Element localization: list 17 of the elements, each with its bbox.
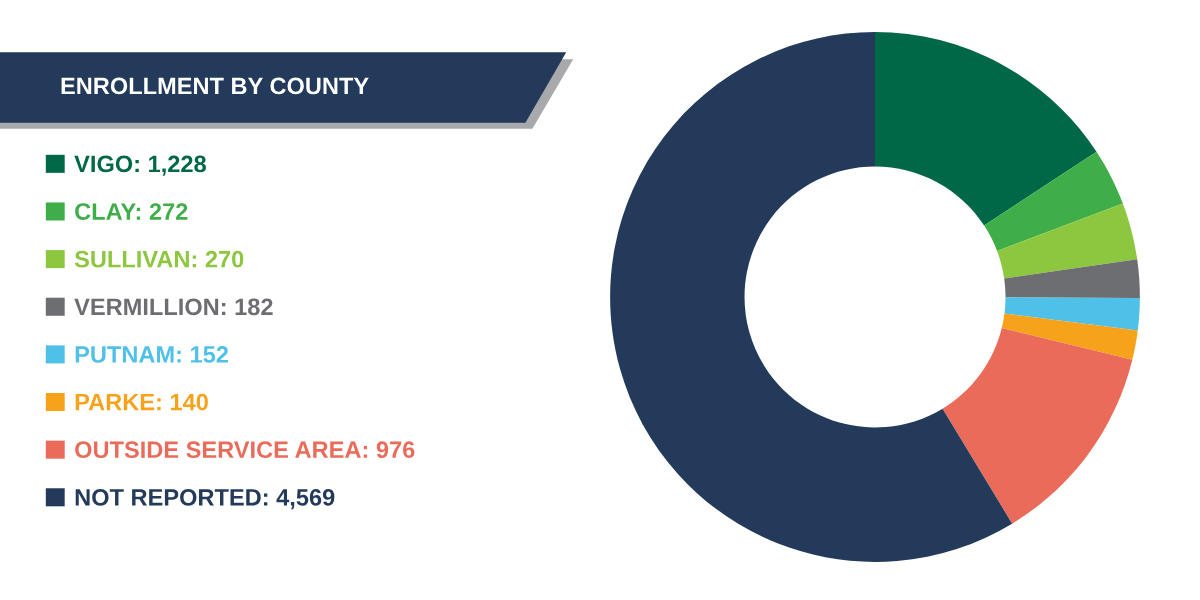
legend-label: VERMILLION: 182 bbox=[74, 298, 273, 316]
donut-slice bbox=[984, 151, 1123, 251]
text: ENROLLMENT BY COUNTY bbox=[61, 77, 369, 95]
legend-label: OUTSIDE SERVICE AREA: 976 bbox=[75, 441, 415, 459]
donut-slice bbox=[1001, 313, 1138, 360]
legend-label: SULLIVAN: 270 bbox=[74, 250, 244, 268]
donut-slice bbox=[997, 203, 1138, 279]
donut-slice bbox=[610, 32, 1013, 562]
donut-slice bbox=[875, 32, 1097, 226]
donut-slice bbox=[1004, 259, 1140, 299]
legend-label: CLAY: 272 bbox=[75, 203, 188, 220]
donut-slice bbox=[942, 327, 1133, 524]
legend-label: PARKE: 140 bbox=[75, 393, 208, 411]
legend-label: NOT REPORTED: 4,569 bbox=[75, 489, 335, 510]
legend-label: VIGO: 1,228 bbox=[74, 155, 206, 176]
donut-slice bbox=[1004, 297, 1140, 331]
legend-label: PUTNAM: 152 bbox=[75, 346, 228, 363]
